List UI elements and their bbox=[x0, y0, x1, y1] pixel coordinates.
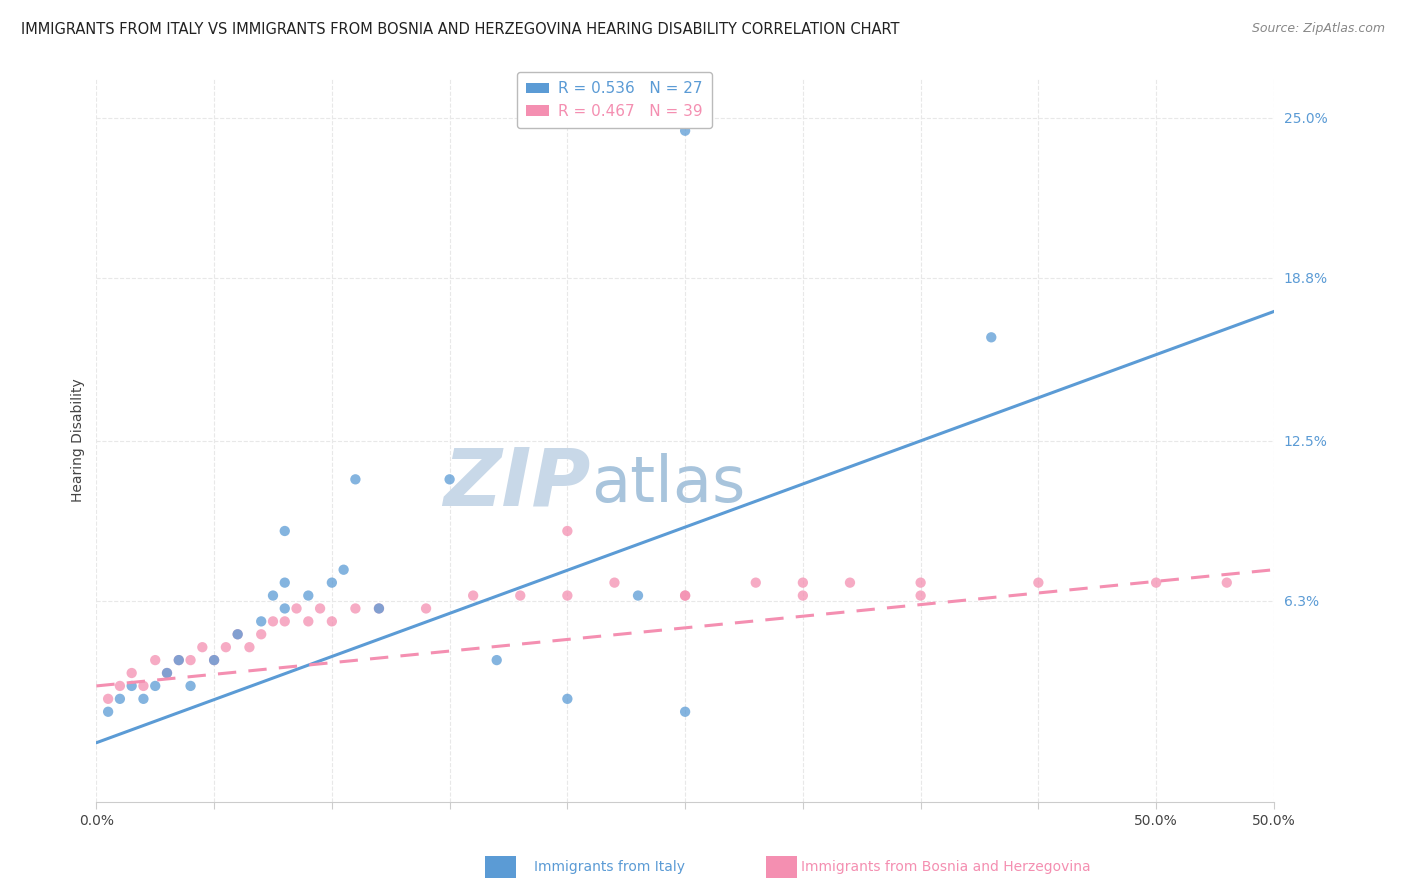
Text: ZIP: ZIP bbox=[443, 445, 591, 523]
Point bbox=[132, 691, 155, 706]
Point bbox=[191, 640, 214, 655]
Point bbox=[439, 472, 461, 486]
Point bbox=[910, 575, 932, 590]
Point bbox=[143, 679, 166, 693]
Text: Immigrants from Italy: Immigrants from Italy bbox=[534, 860, 685, 874]
Legend: R = 0.536   N = 27, R = 0.467   N = 39: R = 0.536 N = 27, R = 0.467 N = 39 bbox=[517, 72, 711, 128]
Point bbox=[1216, 575, 1239, 590]
Point bbox=[980, 330, 1002, 344]
Point bbox=[673, 124, 696, 138]
Point bbox=[202, 653, 225, 667]
Point bbox=[121, 679, 143, 693]
Point bbox=[297, 589, 319, 603]
Point bbox=[156, 666, 179, 681]
Point bbox=[274, 601, 297, 615]
Point bbox=[250, 627, 273, 641]
Point bbox=[226, 627, 249, 641]
Text: IMMIGRANTS FROM ITALY VS IMMIGRANTS FROM BOSNIA AND HERZEGOVINA HEARING DISABILI: IMMIGRANTS FROM ITALY VS IMMIGRANTS FROM… bbox=[21, 22, 900, 37]
Point bbox=[180, 653, 202, 667]
Point bbox=[673, 705, 696, 719]
Point bbox=[344, 601, 367, 615]
Point bbox=[215, 640, 238, 655]
Point bbox=[321, 615, 343, 629]
Point bbox=[121, 666, 143, 681]
Point bbox=[262, 589, 284, 603]
Point bbox=[910, 589, 932, 603]
Point bbox=[332, 563, 354, 577]
Point bbox=[673, 589, 696, 603]
Point bbox=[180, 679, 202, 693]
Point bbox=[557, 589, 579, 603]
Point bbox=[309, 601, 332, 615]
Point bbox=[368, 601, 391, 615]
Point bbox=[250, 615, 273, 629]
Point bbox=[792, 575, 814, 590]
Text: Immigrants from Bosnia and Herzegovina: Immigrants from Bosnia and Herzegovina bbox=[801, 860, 1091, 874]
Point bbox=[368, 601, 391, 615]
Point bbox=[485, 653, 508, 667]
Point bbox=[143, 653, 166, 667]
Point bbox=[344, 472, 367, 486]
Point bbox=[132, 679, 155, 693]
Point bbox=[274, 524, 297, 538]
Point bbox=[627, 589, 650, 603]
Text: atlas: atlas bbox=[591, 453, 745, 515]
Y-axis label: Hearing Disability: Hearing Disability bbox=[72, 379, 86, 502]
Point bbox=[97, 705, 120, 719]
Point bbox=[415, 601, 437, 615]
Point bbox=[321, 575, 343, 590]
Point bbox=[108, 679, 131, 693]
Point bbox=[285, 601, 308, 615]
Point bbox=[97, 691, 120, 706]
Point bbox=[792, 589, 814, 603]
Point bbox=[745, 575, 768, 590]
Point bbox=[202, 653, 225, 667]
Text: Source: ZipAtlas.com: Source: ZipAtlas.com bbox=[1251, 22, 1385, 36]
Point bbox=[557, 524, 579, 538]
Point bbox=[839, 575, 862, 590]
Point bbox=[297, 615, 319, 629]
Point bbox=[509, 589, 531, 603]
Point bbox=[1144, 575, 1167, 590]
Point bbox=[274, 615, 297, 629]
Point bbox=[238, 640, 260, 655]
Point bbox=[557, 691, 579, 706]
Point bbox=[262, 615, 284, 629]
Point bbox=[463, 589, 485, 603]
Point bbox=[603, 575, 626, 590]
Point bbox=[167, 653, 190, 667]
Point bbox=[156, 666, 179, 681]
Point bbox=[673, 589, 696, 603]
Point bbox=[108, 691, 131, 706]
Point bbox=[226, 627, 249, 641]
Point bbox=[167, 653, 190, 667]
Point bbox=[274, 575, 297, 590]
Point bbox=[1028, 575, 1050, 590]
